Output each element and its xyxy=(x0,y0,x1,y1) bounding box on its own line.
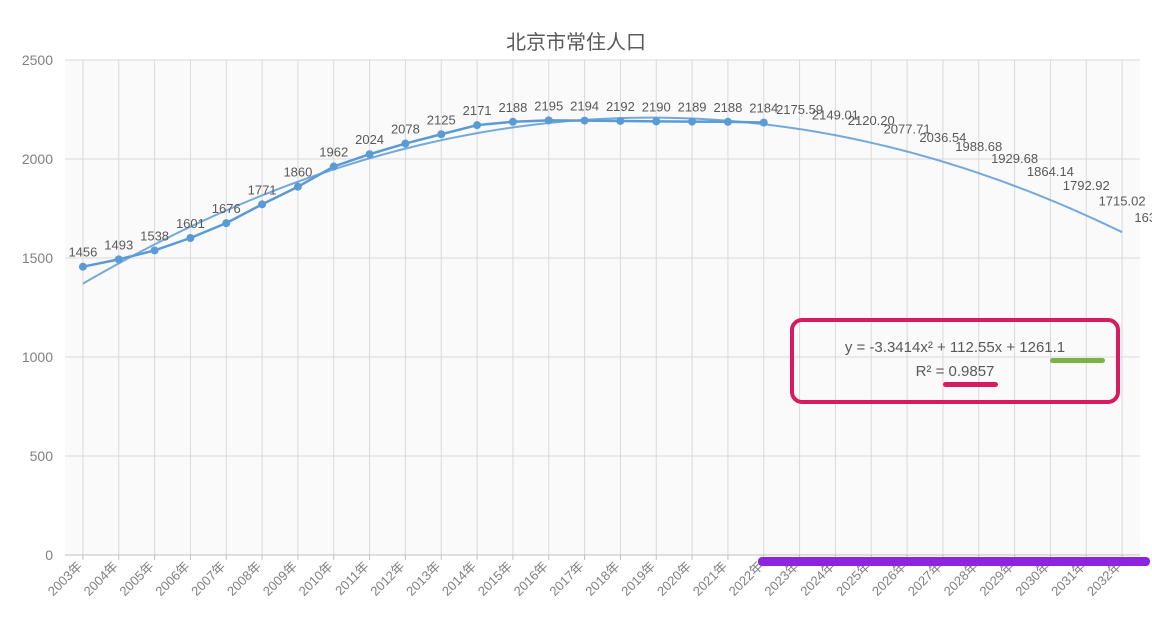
svg-text:1630.43: 1630.43 xyxy=(1134,210,1152,225)
svg-text:2012年: 2012年 xyxy=(367,559,407,599)
svg-text:2003年: 2003年 xyxy=(45,559,85,599)
svg-text:1456: 1456 xyxy=(68,245,97,260)
svg-text:2020年: 2020年 xyxy=(654,559,694,599)
svg-text:2194: 2194 xyxy=(570,99,599,114)
equation-line2: R² = 0.9857 xyxy=(794,360,1116,384)
svg-text:1771: 1771 xyxy=(248,182,277,197)
svg-text:1715.02: 1715.02 xyxy=(1099,193,1146,208)
svg-text:1500: 1500 xyxy=(22,250,53,266)
chart-container: 北京市常住人口 050010001500200025002003年2004年20… xyxy=(0,0,1152,633)
svg-text:2017年: 2017年 xyxy=(546,559,586,599)
svg-text:2195: 2195 xyxy=(534,98,563,113)
svg-text:2015年: 2015年 xyxy=(475,559,515,599)
svg-text:2018年: 2018年 xyxy=(582,559,622,599)
svg-text:2010年: 2010年 xyxy=(296,559,336,599)
svg-text:2008年: 2008年 xyxy=(224,559,264,599)
svg-text:2013年: 2013年 xyxy=(403,559,443,599)
svg-text:2024: 2024 xyxy=(355,132,384,147)
svg-text:1676: 1676 xyxy=(212,201,241,216)
svg-text:2184: 2184 xyxy=(749,101,778,116)
svg-text:1000: 1000 xyxy=(22,349,53,365)
chart-svg: 0 500 1000 1500 2000 2500 2003年2004年2005年2006年… xyxy=(0,0,1152,633)
svg-text:2192: 2192 xyxy=(606,99,635,114)
purple-annotation-bar xyxy=(758,557,1150,566)
underline-green xyxy=(1050,358,1105,363)
svg-text:1860: 1860 xyxy=(283,165,312,180)
svg-text:1601: 1601 xyxy=(176,216,205,231)
svg-text:2171: 2171 xyxy=(463,103,492,118)
svg-text:1792.92: 1792.92 xyxy=(1063,178,1110,193)
svg-text:2007年: 2007年 xyxy=(188,559,228,599)
svg-text:2500: 2500 xyxy=(22,52,53,68)
svg-text:2005年: 2005年 xyxy=(116,559,156,599)
svg-text:0: 0 xyxy=(45,547,53,563)
svg-text:1864.14: 1864.14 xyxy=(1027,164,1074,179)
svg-text:2016年: 2016年 xyxy=(511,559,551,599)
svg-text:1493: 1493 xyxy=(104,237,133,252)
svg-text:2190: 2190 xyxy=(642,99,671,114)
equation-line1: y = -3.3414x² + 112.55x + 1261.1 xyxy=(794,336,1116,360)
svg-text:500: 500 xyxy=(30,448,54,464)
svg-text:2019年: 2019年 xyxy=(618,559,658,599)
svg-text:2011年: 2011年 xyxy=(332,559,372,599)
svg-text:2125: 2125 xyxy=(427,112,456,127)
svg-text:2189: 2189 xyxy=(678,100,707,115)
svg-text:2006年: 2006年 xyxy=(152,559,192,599)
svg-text:2021年: 2021年 xyxy=(690,559,730,599)
svg-text:2188: 2188 xyxy=(713,100,742,115)
svg-text:2000: 2000 xyxy=(22,151,53,167)
svg-text:2014年: 2014年 xyxy=(439,559,479,599)
svg-text:2004年: 2004年 xyxy=(81,559,121,599)
svg-text:1962: 1962 xyxy=(319,145,348,160)
svg-text:1538: 1538 xyxy=(140,228,169,243)
svg-text:2078: 2078 xyxy=(391,122,420,137)
svg-text:2009年: 2009年 xyxy=(260,559,300,599)
underline-pink xyxy=(943,382,998,387)
svg-text:2188: 2188 xyxy=(498,100,527,115)
